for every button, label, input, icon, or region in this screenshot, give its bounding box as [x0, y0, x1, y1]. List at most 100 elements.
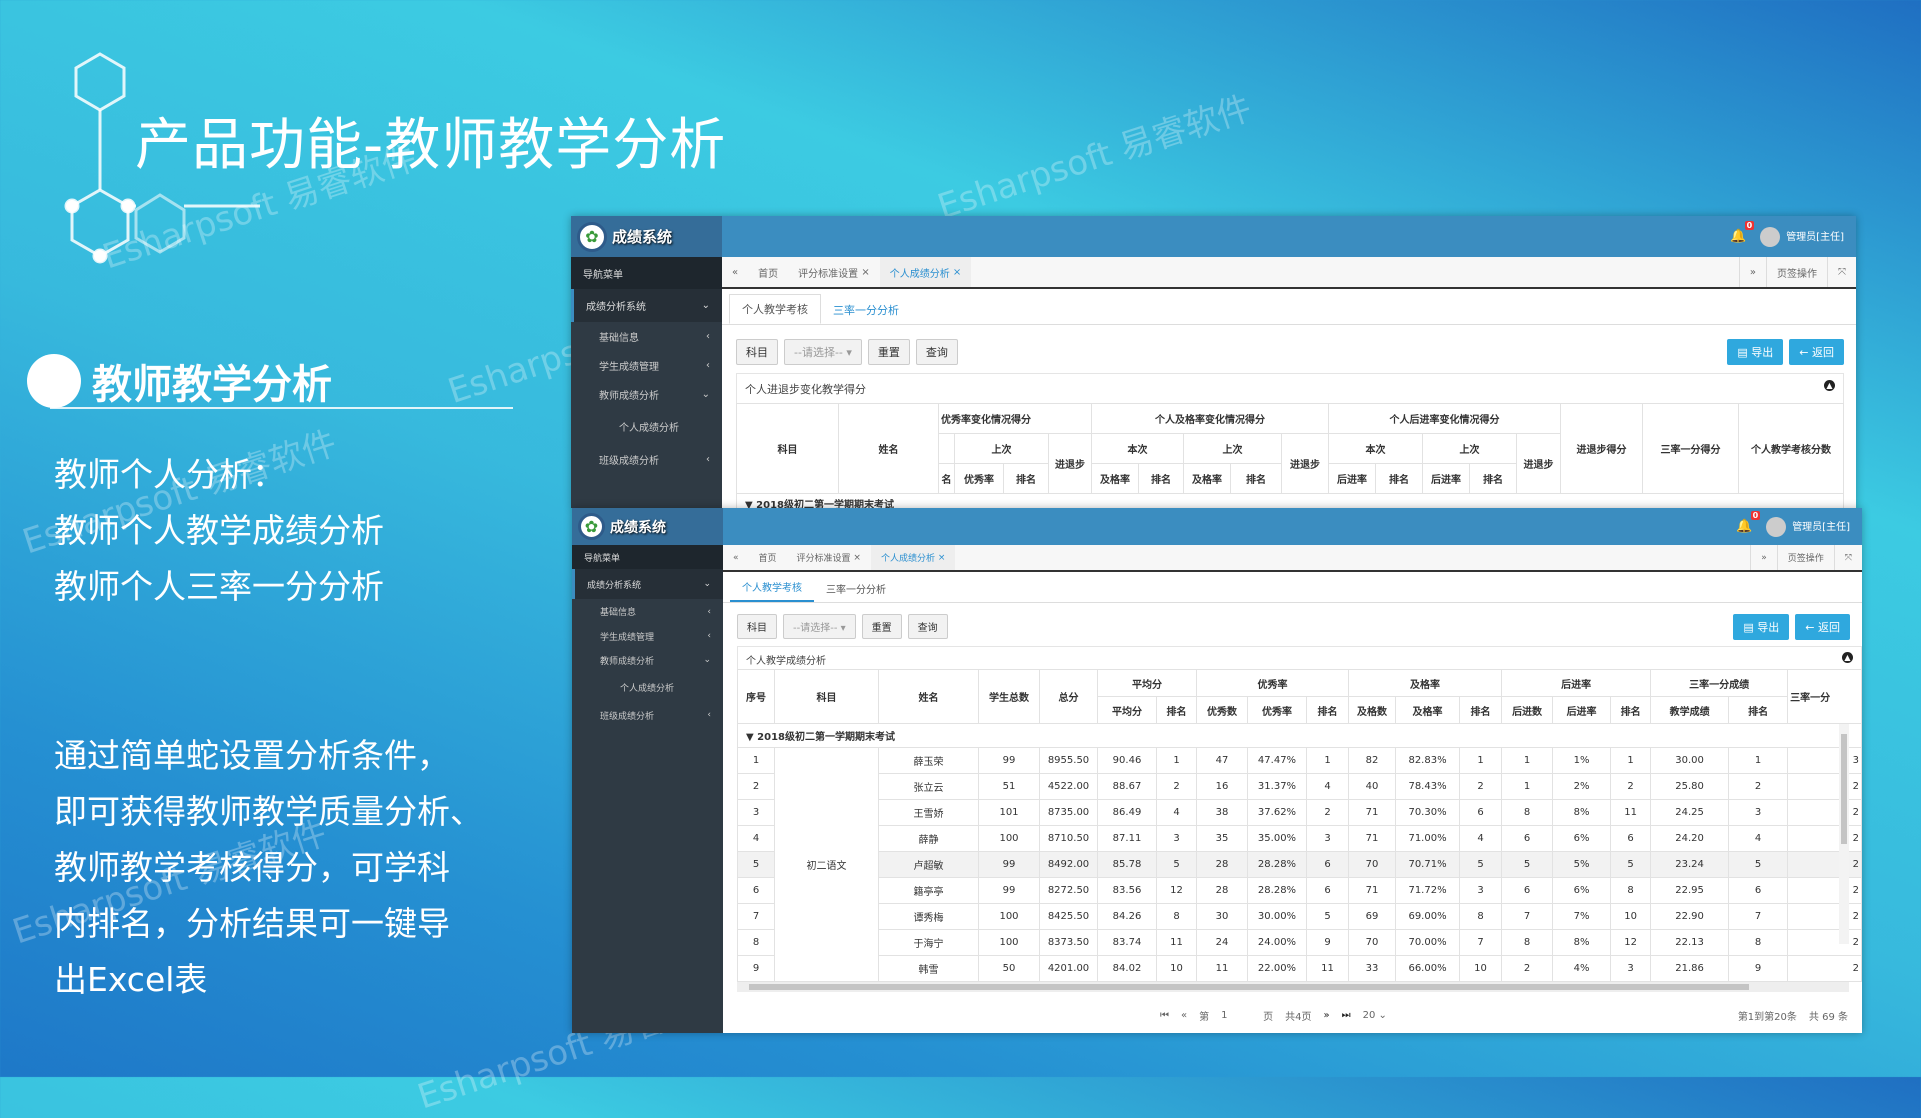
tab-score-standard[interactable]: 评分标准设置 × [787, 545, 871, 570]
tab-scroll-right-icon[interactable]: » [1738, 257, 1766, 287]
tab-ops-dropdown[interactable]: 页签操作 [1766, 257, 1827, 287]
close-icon[interactable]: × [861, 266, 870, 278]
page-size-select[interactable]: 20 ⌄ [1362, 1010, 1387, 1021]
column-header: 进退步 [1048, 433, 1092, 494]
sidebar-item-basic[interactable]: 基础信息 ‹ [571, 322, 722, 351]
user-menu[interactable]: 管理员[主任] [1766, 516, 1850, 537]
sidebar-item-student[interactable]: 学生成绩管理 ‹ [572, 624, 723, 648]
tab-scroll-left-icon[interactable]: « [732, 266, 739, 278]
table-row[interactable]: 5 卢超敏 99 8492.00 85.78 5 28 28.28% 6 70 70.71% 5 5 5%… [737, 851, 1862, 878]
collapse-icon[interactable]: ▲ [1842, 652, 1853, 663]
group-row[interactable]: ▼ 2018级初二第一学期期末考试 [736, 493, 1844, 508]
table-row[interactable]: 9 韩雪 50 4201.00 84.02 10 11 22.00% 11 33 66.00% 10 2… [737, 955, 1862, 982]
close-icon[interactable]: × [952, 266, 962, 278]
tab-three-rates[interactable]: 三率一分分析 [833, 304, 899, 317]
query-button[interactable]: 查询 [907, 614, 948, 639]
chevron-left-icon: ‹ [707, 631, 711, 641]
column-header: 排名 [1230, 463, 1282, 494]
table-cell: 10 [1156, 955, 1197, 982]
column-header: 序号 [737, 669, 775, 724]
export-button[interactable]: ▤ 导出 [1733, 614, 1790, 640]
table-row[interactable]: 7 谭秀梅 100 8425.50 84.26 8 30 30.00% 5 69 69.00% 8 7 7… [737, 903, 1862, 930]
prev-page-icon[interactable]: « [1181, 1010, 1188, 1021]
column-header: 科目 [736, 403, 839, 494]
horizontal-scrollbar[interactable] [737, 982, 1849, 992]
user-menu[interactable]: 管理员[主任] [1760, 226, 1844, 247]
tab-ops-dropdown[interactable]: 页签操作 [1776, 545, 1834, 570]
text-line: 出Excel表 [54, 960, 208, 999]
collapse-icon[interactable]: ▲ [1824, 380, 1835, 391]
table-cell: 2 [1501, 955, 1554, 982]
label: 班级成绩分析 [600, 711, 655, 722]
table-cell: 3 [1156, 825, 1197, 852]
sidebar-item-system[interactable]: 成绩分析系统 ⌄ [571, 289, 722, 322]
feature-list: 教师个人分析： 教师个人教学成绩分析 教师个人三率一分分析 [54, 447, 384, 615]
table-row[interactable]: 6 籍亭亭 99 8272.50 83.56 12 28 28.28% 6 71 71.72% 3 6 6… [737, 877, 1862, 904]
tab-scroll-right-icon[interactable]: » [1750, 545, 1777, 570]
query-button[interactable]: 查询 [915, 339, 958, 365]
reset-button[interactable]: 重置 [861, 614, 902, 639]
column-header: 后进率 [1501, 669, 1652, 697]
chevron-left-icon: ‹ [707, 606, 711, 617]
total-text: 共 69 条 [1808, 1012, 1848, 1023]
tab-personal-analysis[interactable]: 个人成绩分析 × [879, 257, 972, 287]
back-button[interactable]: ← 返回 [1789, 339, 1844, 365]
export-button[interactable]: ▤ 导出 [1727, 339, 1784, 365]
last-page-icon[interactable]: ⏭ [1341, 1010, 1351, 1021]
fullscreen-icon[interactable]: ⤧ [1833, 545, 1862, 570]
tab-personal-assessment[interactable]: 个人教学考核 [730, 573, 814, 602]
sidebar-item-system[interactable]: 成绩分析系统 ⌄ [572, 569, 723, 599]
app-header: ✿ 成绩系统 🔔 0 管理员[主任] [572, 508, 1862, 545]
first-page-icon[interactable]: ⏮ [1160, 1010, 1169, 1021]
table-cell: 8492.00 [1039, 851, 1098, 878]
tab-personal-assessment[interactable]: 个人教学考核 [729, 294, 821, 324]
sidebar-item-teacher[interactable]: 教师成绩分析 ⌄ [572, 648, 723, 672]
close-icon[interactable]: × [853, 552, 861, 563]
sidebar-item-basic[interactable]: 基础信息 ‹ [572, 599, 723, 624]
tab-three-rates[interactable]: 三率一分分析 [826, 585, 886, 596]
subject-select[interactable]: --请选择-- ▾ [784, 339, 862, 365]
column-header: 及格率 [1091, 463, 1139, 494]
table-cell: 7 [1459, 929, 1503, 956]
column-header: 教学成绩 [1650, 696, 1730, 724]
panel-title: 个人进退步变化教学得分 ▲ [736, 373, 1844, 403]
close-icon[interactable]: × [937, 552, 946, 563]
tab-home[interactable]: 首页 [758, 554, 777, 564]
table-cell: 8373.50 [1039, 929, 1098, 956]
next-page-icon[interactable]: » [1323, 1010, 1330, 1021]
subject-select[interactable]: --请选择-- ▾ [783, 614, 856, 639]
page-suffix: 页 [1263, 1012, 1274, 1023]
text-line: 教师个人教学成绩分析 [54, 511, 384, 550]
range-text: 第1到第20条 [1737, 1012, 1797, 1023]
group-label: 2018级初二第一学期期末考试 [756, 500, 895, 508]
bell-icon[interactable]: 🔔 0 [1730, 221, 1755, 244]
table-row[interactable]: 2 张立云 51 4522.00 88.67 2 16 31.37% 4 40 78.43% 2 1 2%… [737, 773, 1862, 800]
tab-home[interactable]: 首页 [758, 268, 779, 280]
sidebar-item-class[interactable]: 班级成绩分析 ‹ [572, 702, 723, 728]
sidebar-item-student[interactable]: 学生成绩管理 ‹ [571, 351, 722, 380]
table-row[interactable]: 8 于海宁 100 8373.50 83.74 11 24 24.00% 9 70 70.00% 7 8… [737, 929, 1862, 956]
fullscreen-icon[interactable]: ⤧ [1827, 257, 1856, 287]
group-row[interactable]: ▼ 2018级初二第一学期期末考试 [737, 723, 1862, 748]
table-cell: 100 [978, 929, 1040, 956]
bell-icon[interactable]: 🔔 0 [1736, 511, 1761, 534]
tab-personal-analysis[interactable]: 个人成绩分析 × [870, 545, 956, 570]
table-cell: 84.02 [1097, 955, 1157, 982]
sidebar-item-personal[interactable]: 个人成绩分析 [572, 672, 723, 702]
sidebar-item-teacher[interactable]: 教师成绩分析 ⌄ [571, 380, 722, 409]
table-cell: 24 [1196, 929, 1248, 956]
table-cell: 35 [1196, 825, 1248, 852]
column-header: 后进数 [1501, 696, 1554, 724]
table-row[interactable]: 4 薛静 100 8710.50 87.11 3 35 35.00% 3 71 71.00% 4 6 6%… [737, 825, 1862, 852]
placeholder: --请选择-- [793, 623, 838, 634]
sidebar-item-personal[interactable]: 个人成绩分析 [571, 409, 722, 443]
reset-button[interactable]: 重置 [867, 339, 910, 365]
table-row[interactable]: 3 王雪娇 101 8735.00 86.49 4 38 37.62% 2 71 70.30% 6 8 8… [737, 799, 1862, 826]
back-button[interactable]: ← 返回 [1795, 614, 1850, 640]
tab-score-standard[interactable]: 评分标准设置 × [788, 257, 880, 287]
page-input[interactable]: 1 [1221, 1010, 1228, 1021]
table-row[interactable]: 1 初二语文 薛玉荣 99 8955.50 90.46 1 47 47.47% 1 82 82.83%… [737, 747, 1862, 982]
vertical-scrollbar[interactable] [1839, 724, 1849, 944]
tab-scroll-left-icon[interactable]: « [733, 552, 739, 563]
sidebar-item-class[interactable]: 班级成绩分析 ‹ [571, 443, 722, 475]
